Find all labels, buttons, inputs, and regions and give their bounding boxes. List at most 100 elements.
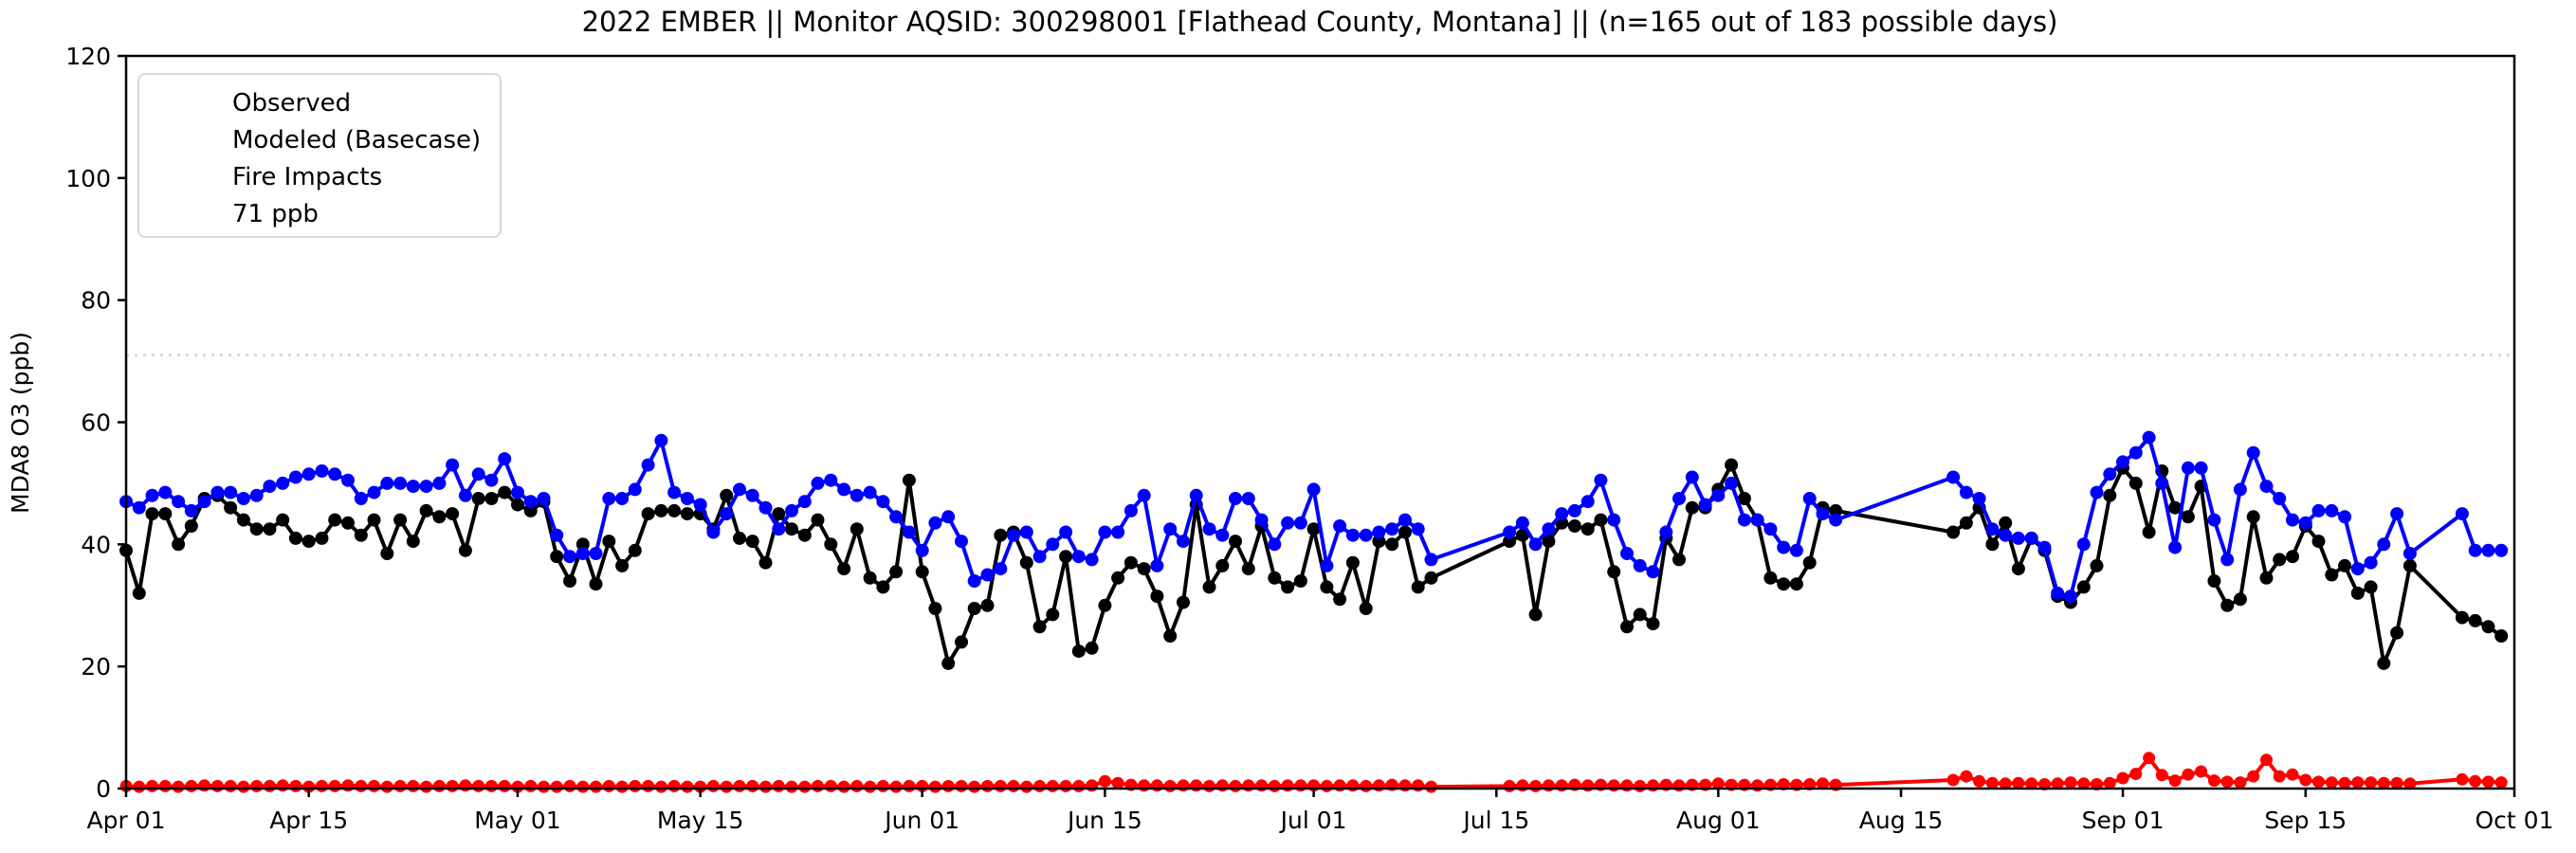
- legend-label: Modeled (Basecase): [232, 125, 482, 154]
- data-point-marker: [955, 779, 968, 792]
- data-point-marker: [667, 503, 682, 517]
- data-point-marker: [654, 503, 668, 517]
- data-point-marker: [301, 467, 316, 481]
- data-point-marker: [602, 779, 615, 792]
- data-point-marker: [1698, 498, 1712, 512]
- data-point-marker: [1529, 779, 1543, 792]
- data-point-marker: [498, 779, 511, 792]
- data-point-marker: [980, 598, 995, 612]
- data-point-marker: [1072, 779, 1086, 792]
- data-point-marker: [1528, 537, 1543, 552]
- data-point-marker: [2142, 525, 2156, 539]
- data-point-marker: [1215, 779, 1229, 792]
- data-point-marker: [2259, 571, 2274, 585]
- data-point-marker: [785, 522, 798, 536]
- data-point-marker: [471, 467, 485, 481]
- data-point-marker: [2234, 776, 2247, 789]
- data-point-marker: [184, 503, 198, 517]
- data-point-marker: [1580, 495, 1595, 509]
- data-point-marker: [2494, 629, 2509, 643]
- data-point-marker: [1306, 522, 1321, 536]
- data-point-marker: [2468, 543, 2482, 557]
- data-point-marker: [1254, 513, 1269, 527]
- data-point-marker: [1359, 528, 1373, 542]
- data-point-marker: [2025, 777, 2038, 790]
- data-point-marker: [1071, 550, 1086, 564]
- data-point-marker: [876, 580, 890, 594]
- data-point-marker: [484, 492, 499, 505]
- data-point-marker: [928, 602, 942, 615]
- data-point-marker: [902, 473, 916, 487]
- data-point-marker: [1137, 488, 1151, 502]
- data-point-marker: [2403, 777, 2417, 790]
- data-point-marker: [158, 507, 173, 521]
- data-point-marker: [1071, 644, 1086, 659]
- data-point-marker: [407, 779, 420, 792]
- data-point-marker: [641, 507, 655, 521]
- data-point-marker: [837, 482, 851, 497]
- data-point-marker: [1633, 558, 1647, 572]
- data-point-marker: [1177, 535, 1190, 549]
- data-point-marker: [2482, 775, 2494, 789]
- data-point-marker: [864, 780, 877, 793]
- data-point-marker: [968, 780, 981, 793]
- data-point-marker: [797, 528, 812, 542]
- data-point-marker: [432, 510, 447, 524]
- data-point-marker: [1345, 528, 1360, 542]
- data-point-marker: [1229, 535, 1242, 549]
- data-point-marker: [785, 780, 798, 793]
- data-point-marker: [2494, 543, 2509, 557]
- data-point-marker: [2273, 553, 2287, 567]
- data-point-marker: [2246, 510, 2260, 524]
- data-point-marker: [419, 503, 433, 517]
- data-point-marker: [538, 780, 550, 793]
- data-point-marker: [432, 779, 446, 792]
- data-point-marker: [263, 522, 277, 536]
- data-point-marker: [1751, 779, 1764, 792]
- data-point-marker: [994, 528, 1008, 542]
- data-point-marker: [288, 470, 302, 484]
- data-point-marker: [1829, 503, 1843, 517]
- data-point-marker: [2364, 580, 2378, 594]
- data-point-marker: [955, 635, 968, 649]
- data-point-marker: [1203, 779, 1215, 792]
- data-point-marker: [1215, 528, 1230, 542]
- data-point-marker: [1372, 779, 1385, 792]
- data-point-marker: [1685, 470, 1699, 484]
- data-point-marker: [1725, 476, 1739, 490]
- data-point-marker: [1594, 513, 1608, 527]
- data-point-marker: [2155, 476, 2169, 490]
- data-point-marker: [590, 780, 602, 793]
- x-tick-label: Jul 01: [1279, 807, 1347, 834]
- data-point-marker: [694, 780, 707, 793]
- data-point-marker: [876, 495, 890, 509]
- legend-label: 71 ppb: [232, 199, 319, 228]
- data-point-marker: [1372, 525, 1386, 539]
- x-tick-label: May 01: [474, 807, 560, 834]
- data-point-marker: [1542, 535, 1556, 549]
- data-point-marker: [446, 458, 460, 472]
- data-point-marker: [941, 779, 955, 792]
- data-point-marker: [2299, 773, 2312, 787]
- data-point-marker: [263, 480, 277, 494]
- data-point-marker: [994, 562, 1008, 576]
- data-point-marker: [172, 537, 186, 552]
- data-point-marker: [2469, 774, 2482, 788]
- data-point-marker: [498, 485, 512, 499]
- data-point-marker: [2207, 774, 2220, 788]
- data-point-marker: [2103, 776, 2116, 789]
- data-point-marker: [1046, 608, 1060, 622]
- data-point-marker: [380, 547, 394, 560]
- data-point-marker: [837, 562, 851, 576]
- data-point-marker: [1646, 565, 1660, 579]
- data-point-marker: [1620, 620, 1634, 634]
- data-point-marker: [915, 543, 929, 557]
- data-point-marker: [1607, 513, 1621, 527]
- data-point-marker: [1607, 565, 1621, 579]
- data-point-marker: [406, 535, 420, 549]
- data-point-marker: [484, 779, 498, 792]
- x-tick-label: Aug 01: [1676, 807, 1761, 834]
- data-point-marker: [2455, 610, 2469, 625]
- data-point-marker: [2311, 503, 2326, 517]
